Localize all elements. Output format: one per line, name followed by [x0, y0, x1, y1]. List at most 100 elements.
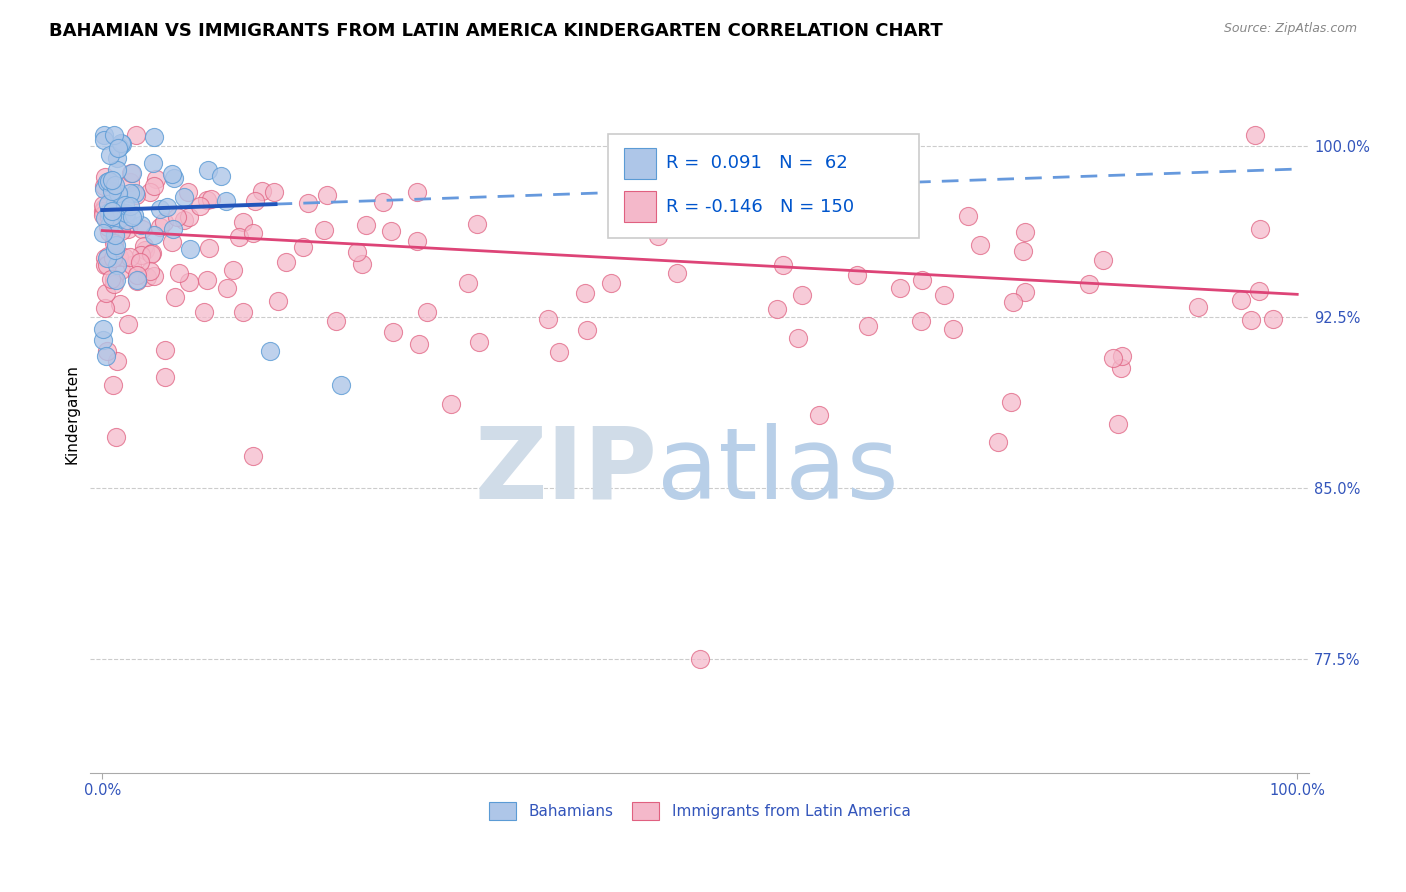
Point — [856, 318, 879, 333]
Point — [120, 166, 142, 180]
Point — [139, 185, 162, 199]
Point — [143, 179, 166, 194]
Point — [124, 128, 146, 142]
Point — [548, 344, 571, 359]
Point — [406, 185, 429, 199]
Point — [156, 200, 179, 214]
Point — [314, 222, 336, 236]
Point — [94, 169, 117, 184]
Point — [129, 247, 152, 261]
Point — [1107, 417, 1129, 432]
Point — [380, 224, 402, 238]
Point — [1263, 312, 1285, 326]
Point — [121, 166, 143, 180]
Point — [193, 305, 215, 319]
Point — [356, 218, 378, 232]
Point — [108, 297, 131, 311]
Point — [346, 244, 368, 259]
Point — [115, 205, 138, 219]
Point — [228, 230, 250, 244]
Point — [177, 275, 200, 289]
Point — [969, 237, 991, 252]
Point — [177, 185, 200, 199]
Point — [127, 273, 149, 287]
Point — [162, 235, 184, 249]
Point — [93, 203, 115, 218]
Point — [118, 199, 141, 213]
Point — [153, 370, 176, 384]
Point — [465, 217, 488, 231]
Point — [242, 449, 264, 463]
Point — [139, 247, 162, 261]
Point — [195, 194, 218, 208]
Point — [101, 203, 124, 218]
Point — [93, 333, 115, 347]
Point — [808, 408, 831, 422]
Point — [94, 211, 117, 225]
Point — [1014, 225, 1036, 239]
Point — [250, 184, 273, 198]
Point — [103, 271, 125, 285]
Point — [98, 217, 121, 231]
Point — [139, 264, 162, 278]
Point — [141, 246, 163, 260]
Point — [131, 221, 153, 235]
Point — [889, 281, 911, 295]
Point — [143, 268, 166, 283]
Point — [129, 254, 152, 268]
Point — [101, 184, 124, 198]
Point — [103, 277, 125, 291]
Text: BAHAMIAN VS IMMIGRANTS FROM LATIN AMERICA KINDERGARTEN CORRELATION CHART: BAHAMIAN VS IMMIGRANTS FROM LATIN AMERIC… — [49, 22, 943, 40]
Point — [121, 210, 143, 224]
Point — [149, 219, 172, 234]
Point — [93, 182, 115, 196]
Point — [232, 304, 254, 318]
Point — [97, 220, 120, 235]
Point — [242, 226, 264, 240]
Point — [197, 162, 219, 177]
Point — [1014, 285, 1036, 300]
Point — [93, 226, 115, 240]
FancyBboxPatch shape — [609, 134, 920, 238]
Point — [689, 652, 711, 666]
Point — [215, 281, 238, 295]
FancyBboxPatch shape — [624, 148, 655, 178]
Point — [153, 215, 176, 229]
Point — [122, 208, 145, 222]
Point — [96, 344, 118, 359]
Point — [104, 178, 127, 192]
Point — [127, 275, 149, 289]
Point — [647, 229, 669, 244]
Point — [134, 243, 156, 257]
Point — [143, 227, 166, 242]
Point — [93, 321, 115, 335]
Point — [267, 294, 290, 309]
Point — [932, 287, 955, 301]
Point — [537, 312, 560, 326]
Point — [149, 202, 172, 217]
Point — [574, 285, 596, 300]
Point — [1000, 395, 1022, 409]
Point — [1111, 349, 1133, 363]
Point — [131, 219, 153, 233]
Point — [325, 314, 347, 328]
Point — [297, 196, 319, 211]
Point — [468, 335, 491, 350]
Point — [100, 272, 122, 286]
Point — [243, 194, 266, 209]
Point — [104, 273, 127, 287]
Point — [350, 257, 373, 271]
Point — [292, 240, 315, 254]
Text: atlas: atlas — [657, 423, 898, 520]
Point — [1109, 361, 1132, 376]
Point — [162, 171, 184, 186]
Point — [103, 232, 125, 246]
Point — [98, 205, 121, 219]
Point — [232, 215, 254, 229]
Point — [792, 287, 814, 301]
Point — [104, 217, 127, 231]
Point — [125, 268, 148, 282]
Point — [209, 169, 232, 184]
Point — [110, 224, 132, 238]
Point — [1187, 300, 1209, 314]
